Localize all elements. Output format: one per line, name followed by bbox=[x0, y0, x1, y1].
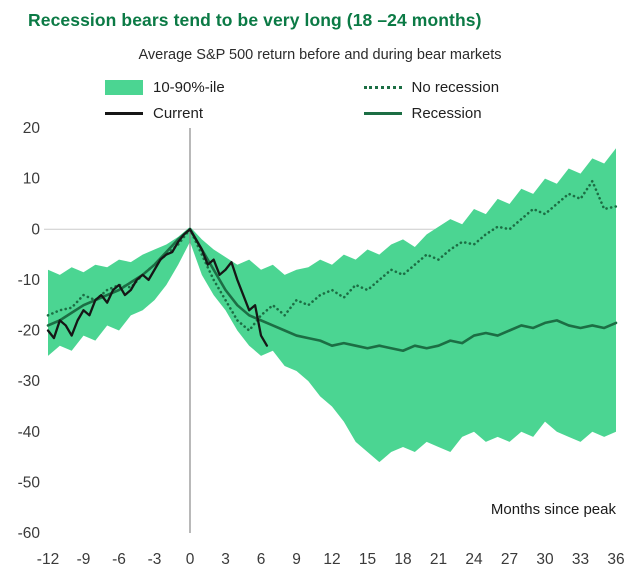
page-title: Recession bears tend to be very long (18… bbox=[28, 10, 482, 30]
x-tick-label: -3 bbox=[148, 551, 162, 568]
x-tick-label: 6 bbox=[257, 551, 266, 568]
legend-label: Recession bbox=[411, 105, 482, 122]
legend-label: No recession bbox=[411, 79, 500, 96]
x-tick-label: -6 bbox=[112, 551, 126, 568]
x-tick-label: 21 bbox=[430, 551, 447, 568]
x-tick-label: 30 bbox=[536, 551, 554, 568]
y-tick-label: -10 bbox=[18, 272, 41, 289]
x-tick-label: 3 bbox=[221, 551, 230, 568]
y-tick-label: -30 bbox=[18, 373, 41, 390]
x-tick-label: 33 bbox=[572, 551, 589, 568]
x-tick-label: 15 bbox=[359, 551, 376, 568]
x-tick-label: -9 bbox=[77, 551, 91, 568]
x-axis-title: Months since peak bbox=[491, 501, 617, 518]
x-tick-label: 9 bbox=[292, 551, 301, 568]
legend-row: 10-90%-ile No recession bbox=[105, 79, 575, 96]
x-tick-label: 36 bbox=[607, 551, 624, 568]
x-tick-label: 24 bbox=[465, 551, 483, 568]
y-tick-label: -20 bbox=[18, 323, 41, 340]
legend-item-recession: Recession bbox=[363, 105, 576, 122]
solid-line-swatch-icon bbox=[105, 112, 143, 115]
legend-item-percentile-band: 10-90%-ile bbox=[105, 79, 364, 96]
y-tick-label: 10 bbox=[23, 171, 41, 188]
percentile-band bbox=[48, 148, 616, 463]
legend-label: Current bbox=[153, 105, 204, 122]
band-swatch-icon bbox=[105, 80, 143, 95]
legend-item-no-recession: No recession bbox=[363, 79, 576, 96]
legend-item-current: Current bbox=[105, 105, 364, 122]
legend: 10-90%-ile No recession Current Recessio… bbox=[105, 79, 575, 122]
x-tick-label: -12 bbox=[37, 551, 59, 568]
y-tick-label: 0 bbox=[31, 221, 40, 238]
dotted-line-swatch-icon bbox=[363, 86, 402, 89]
x-tick-label: 12 bbox=[323, 551, 340, 568]
legend-row: Current Recession bbox=[105, 105, 575, 122]
x-tick-label: 18 bbox=[394, 551, 411, 568]
x-tick-label: 0 bbox=[186, 551, 195, 568]
y-tick-label: -40 bbox=[18, 424, 41, 441]
y-tick-label: 20 bbox=[23, 120, 41, 137]
y-tick-label: -50 bbox=[18, 474, 41, 491]
chart-subtitle: Average S&P 500 return before and during… bbox=[138, 47, 502, 63]
x-tick-label: 27 bbox=[501, 551, 518, 568]
series-line-current bbox=[46, 228, 269, 347]
line-chart: -12 -9 -6 -3 0 3 6 9 12 15 18 21 24 27 30 33 3620100-10-… bbox=[18, 120, 625, 568]
y-tick-label: -60 bbox=[18, 525, 41, 542]
legend-label: 10-90%-ile bbox=[153, 79, 225, 96]
solid-line-swatch-icon bbox=[363, 112, 402, 115]
